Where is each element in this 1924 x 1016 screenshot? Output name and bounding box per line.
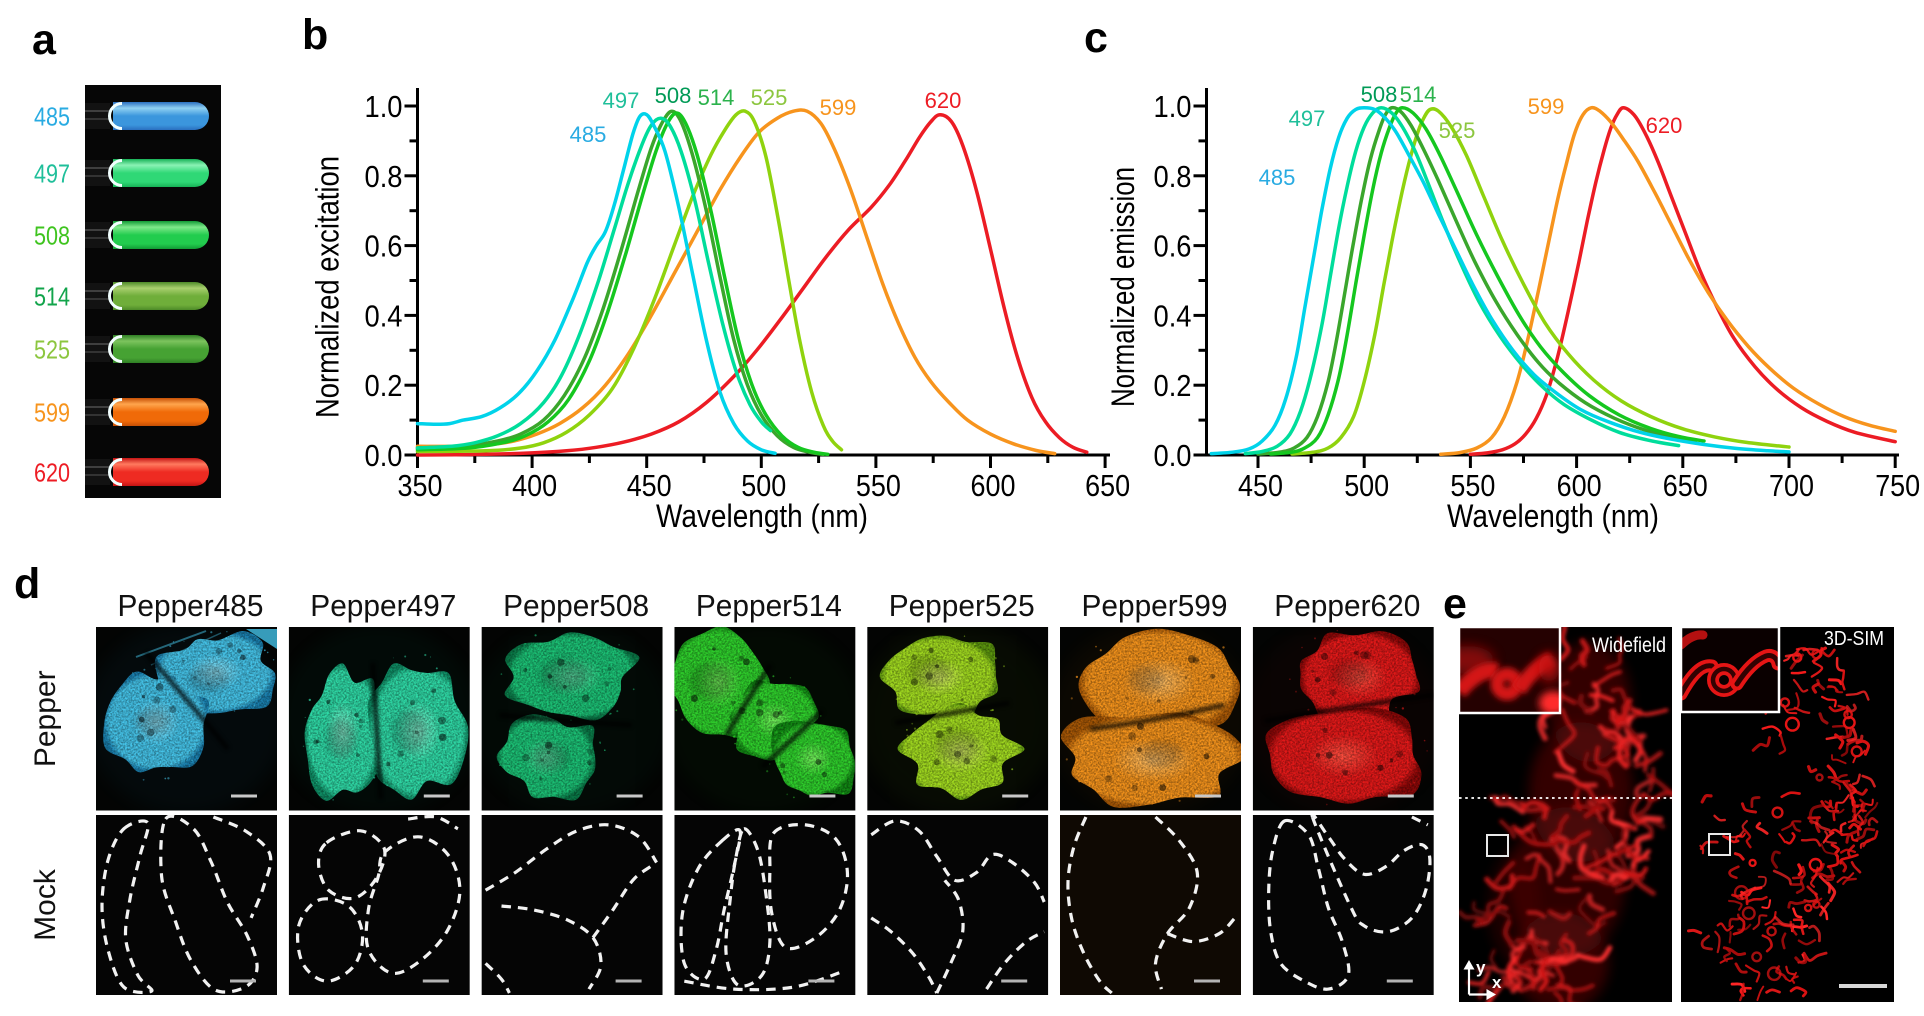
svg-text:0.4: 0.4 bbox=[1154, 298, 1192, 333]
svg-text:550: 550 bbox=[1450, 468, 1495, 503]
svg-text:450: 450 bbox=[627, 468, 672, 503]
svg-text:550: 550 bbox=[856, 468, 901, 503]
svg-text:485: 485 bbox=[34, 102, 70, 132]
svg-text:650: 650 bbox=[1085, 468, 1130, 503]
svg-text:Pepper620: Pepper620 bbox=[1274, 588, 1420, 623]
svg-text:599: 599 bbox=[820, 95, 857, 120]
svg-text:Wavelength (nm): Wavelength (nm) bbox=[1447, 498, 1659, 534]
svg-text:525: 525 bbox=[751, 85, 788, 110]
svg-text:497: 497 bbox=[1289, 106, 1326, 131]
svg-text:600: 600 bbox=[1557, 468, 1602, 503]
svg-text:508: 508 bbox=[1361, 82, 1398, 107]
svg-text:514: 514 bbox=[1400, 82, 1437, 107]
svg-text:d: d bbox=[14, 560, 40, 608]
svg-text:Widefield: Widefield bbox=[1592, 634, 1666, 657]
svg-text:599: 599 bbox=[1528, 94, 1565, 119]
svg-text:514: 514 bbox=[34, 282, 70, 312]
svg-text:0.8: 0.8 bbox=[1154, 159, 1192, 194]
svg-text:0.8: 0.8 bbox=[365, 159, 403, 194]
svg-text:Wavelength (nm): Wavelength (nm) bbox=[656, 498, 868, 534]
svg-text:3D-SIM: 3D-SIM bbox=[1824, 628, 1884, 650]
svg-text:0.0: 0.0 bbox=[365, 438, 403, 473]
svg-text:620: 620 bbox=[925, 88, 962, 113]
svg-text:Pepper514: Pepper514 bbox=[696, 588, 842, 623]
svg-text:Pepper508: Pepper508 bbox=[503, 588, 649, 623]
svg-text:0.6: 0.6 bbox=[365, 229, 403, 264]
svg-text:525: 525 bbox=[34, 335, 70, 365]
svg-text:0.2: 0.2 bbox=[365, 368, 403, 403]
svg-text:500: 500 bbox=[741, 468, 786, 503]
svg-text:Normalized excitation: Normalized excitation bbox=[310, 156, 346, 418]
svg-text:a: a bbox=[32, 16, 57, 64]
svg-text:750: 750 bbox=[1875, 468, 1920, 503]
svg-text:600: 600 bbox=[971, 468, 1016, 503]
svg-text:e: e bbox=[1443, 580, 1467, 628]
svg-text:Pepper485: Pepper485 bbox=[118, 588, 264, 623]
svg-text:497: 497 bbox=[34, 159, 70, 189]
svg-text:y: y bbox=[1476, 958, 1486, 977]
svg-text:485: 485 bbox=[570, 122, 607, 147]
svg-text:450: 450 bbox=[1238, 468, 1283, 503]
svg-text:525: 525 bbox=[1439, 118, 1476, 143]
svg-text:400: 400 bbox=[512, 468, 557, 503]
svg-text:0.6: 0.6 bbox=[1154, 229, 1192, 264]
svg-text:497: 497 bbox=[603, 88, 640, 113]
svg-text:b: b bbox=[302, 11, 328, 59]
svg-text:x: x bbox=[1492, 973, 1502, 992]
svg-text:500: 500 bbox=[1344, 468, 1389, 503]
svg-text:350: 350 bbox=[398, 468, 443, 503]
svg-text:599: 599 bbox=[34, 398, 70, 428]
svg-text:700: 700 bbox=[1769, 468, 1814, 503]
svg-text:0.0: 0.0 bbox=[1154, 438, 1192, 473]
svg-text:620: 620 bbox=[34, 458, 70, 488]
svg-text:1.0: 1.0 bbox=[365, 89, 403, 124]
svg-text:c: c bbox=[1084, 14, 1108, 62]
svg-text:Pepper: Pepper bbox=[29, 670, 62, 767]
svg-text:620: 620 bbox=[1646, 113, 1683, 138]
svg-text:Mock: Mock bbox=[29, 868, 62, 941]
svg-text:Pepper599: Pepper599 bbox=[1082, 588, 1228, 623]
svg-text:485: 485 bbox=[1259, 165, 1296, 190]
svg-text:Pepper525: Pepper525 bbox=[889, 588, 1035, 623]
svg-text:0.2: 0.2 bbox=[1154, 368, 1192, 403]
svg-text:Pepper497: Pepper497 bbox=[310, 588, 456, 623]
svg-text:Normalized emission: Normalized emission bbox=[1105, 167, 1141, 407]
svg-text:514: 514 bbox=[698, 85, 735, 110]
svg-text:650: 650 bbox=[1663, 468, 1708, 503]
svg-text:508: 508 bbox=[655, 83, 692, 108]
svg-text:0.4: 0.4 bbox=[365, 298, 403, 333]
svg-text:508: 508 bbox=[34, 221, 70, 251]
svg-text:1.0: 1.0 bbox=[1154, 89, 1192, 124]
